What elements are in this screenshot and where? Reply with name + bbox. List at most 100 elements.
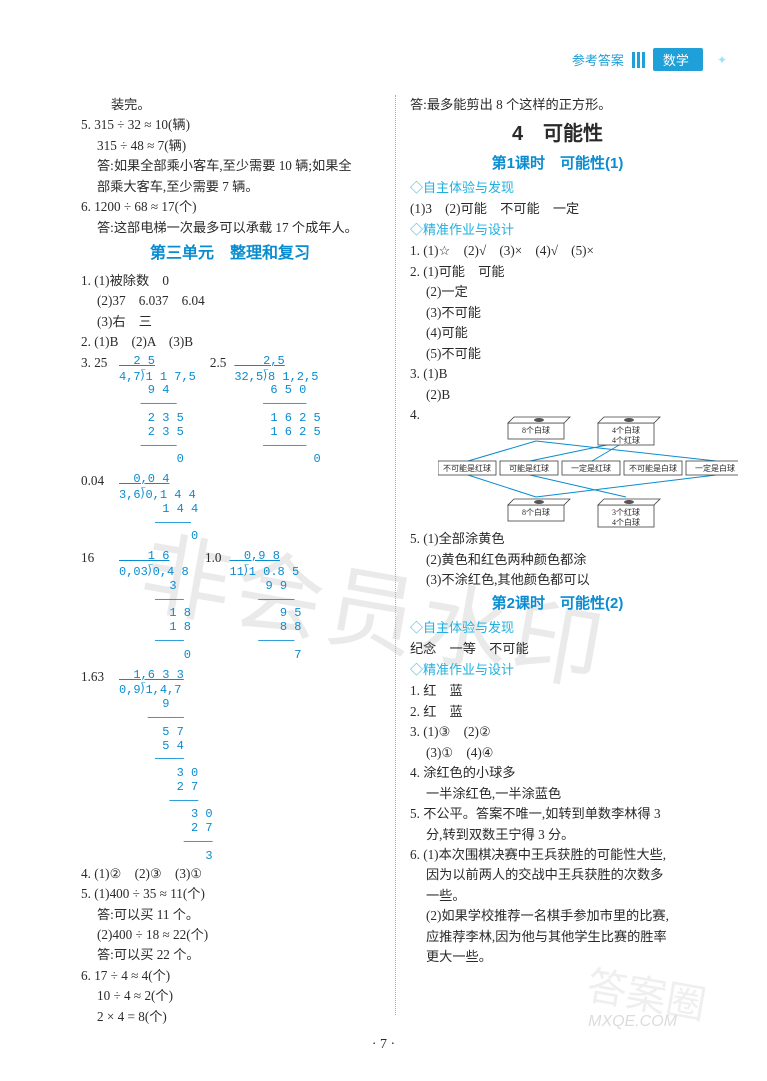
l1-disc: (1)3 (2)可能 不可能 一定 <box>410 199 705 219</box>
lesson2-heading: 第2课时 可能性(2) <box>410 592 705 615</box>
l2-q3b: (3)① (4)④ <box>410 743 705 763</box>
l1-q4-label: 4. <box>410 405 420 425</box>
u3-q4: 4. (1)② (2)③ (3)① <box>81 864 379 884</box>
l2-disc: 纪念 一等 不可能 <box>410 639 705 659</box>
page-header: 参考答案 数学 ✦ <box>572 48 727 71</box>
ld4-quot: 1 6 <box>119 550 191 564</box>
l2-q6a: 6. (1)本次围棋决赛中王兵获胜的可能性大些, <box>410 845 705 865</box>
header-plus-icon: ✦ <box>717 53 727 67</box>
l1-q3a: 3. (1)B <box>410 364 705 384</box>
l1-q4-row: 4. 8个白球4个白球4个红球不可能是红球可能是红球一定是红球不可能是白球一定是… <box>410 405 705 529</box>
q5-line4: 部乘大客车,至少需要 7 辆。 <box>81 177 379 197</box>
l2-q2: 2. 红 蓝 <box>410 702 705 722</box>
ld6-quot: 1,6 3 3 <box>119 669 213 683</box>
svg-text:可能是红球: 可能是红球 <box>509 463 549 473</box>
l2-q6e: 应推荐李林,因为他与其他学生比赛的胜率 <box>410 927 705 947</box>
ld6-body: 0,9⟌1,4,7 9 ───── 5 7 5 4 ──── 3 0 2 7 ─… <box>119 684 213 863</box>
longdiv-2: 2,5 32,5⟌8 1,2,5 6 5 0 ────── 1 6 2 5 1 … <box>234 353 320 467</box>
longdiv-1: 2 5 4,7⟌1 1 7,5 9 4 ───── 2 3 5 2 3 5 ──… <box>119 353 196 467</box>
label-discover-1: ◇自主体验与发现 <box>410 178 705 198</box>
cont-line: 装完。 <box>81 95 379 115</box>
u3-q1c: (3)右 三 <box>81 312 379 332</box>
l2-q6b: 因为以前两人的交战中王兵获胜的次数多 <box>410 865 705 885</box>
q6-line1: 6. 1200 ÷ 68 ≈ 17(个) <box>81 197 379 217</box>
chapter4-heading: 4 可能性 <box>410 119 705 150</box>
svg-text:8个白球: 8个白球 <box>522 425 550 435</box>
q5-line1: 5. 315 ÷ 32 ≈ 10(辆) <box>81 115 379 135</box>
ld1-body: 4,7⟌1 1 7,5 9 4 ───── 2 3 5 2 3 5 ───── … <box>119 371 196 468</box>
l2-q5b: 分,转到双数王宁得 3 分。 <box>410 825 705 845</box>
l1-q5b: (2)黄色和红色两种颜色都涂 <box>410 550 705 570</box>
svg-text:3个红球: 3个红球 <box>612 507 640 517</box>
q6-line2: 答:这部电梯一次最多可以承载 17 个成年人。 <box>81 218 379 238</box>
l2-q5a: 5. 不公平。答案不唯一,如转到单数李林得 3 <box>410 804 705 824</box>
u3-q1b: (2)37 6.03͘7 6.04 <box>81 291 379 311</box>
u3-q5b: 答:可以买 11 个。 <box>81 905 379 925</box>
u3-q3-row3: 16 1 6 0,03⟌0,4 8 3 ──── 1 8 1 8 ──── 0 … <box>81 548 379 662</box>
l1-q2b: (2)一定 <box>410 282 705 302</box>
ld3-quot: 0,0 4 <box>119 473 198 487</box>
u3-q5c: (2)400 ÷ 18 ≈ 22(个) <box>81 925 379 945</box>
u3-q3-row2: 0.04 0,0 4 3,6⟌0,1 4 4 1 4 4 ───── 0 <box>81 471 379 544</box>
q3b-prefix: 0.04 <box>81 471 119 491</box>
longdiv-4: 1 6 0,03⟌0,4 8 3 ──── 1 8 1 8 ──── 0 <box>119 548 191 662</box>
probability-diagram: 8个白球4个白球4个红球不可能是红球可能是红球一定是红球不可能是白球一定是白球8… <box>438 409 738 529</box>
q5-line3: 答:如果全部乘小客车,至少需要 10 辆;如果全 <box>81 156 379 176</box>
q3-mid: 2.5 <box>210 353 226 373</box>
q3d-prefix: 1.63 <box>81 667 119 687</box>
header-ref: 参考答案 <box>572 50 624 69</box>
l1-q5c: (3)不涂红色,其他颜色都可以 <box>410 570 705 590</box>
page-number: · 7 · <box>0 1037 767 1053</box>
ld5-quot: 0,9 8 <box>230 550 302 564</box>
label-discover-2: ◇自主体验与发现 <box>410 618 705 638</box>
u3-q5a: 5. (1)400 ÷ 35 ≈ 11(个) <box>81 884 379 904</box>
l2-q6c: 一些。 <box>410 886 705 906</box>
svg-text:一定是红球: 一定是红球 <box>571 463 611 473</box>
l1-q2d: (4)可能 <box>410 323 705 343</box>
watermark-url: MXQE.COM <box>588 1013 677 1031</box>
ld3-body: 3,6⟌0,1 4 4 1 4 4 ───── 0 <box>119 489 198 544</box>
l2-q6d: (2)如果学校推荐一名棋手参加市里的比赛, <box>410 906 705 926</box>
l2-q3a: 3. (1)③ (2)② <box>410 722 705 742</box>
u3-q1a: 1. (1)被除数 0 <box>81 271 379 291</box>
u3-q3-row4: 1.63 1,6 3 3 0,9⟌1,4,7 9 ───── 5 7 5 4 ─… <box>81 667 379 864</box>
longdiv-5: 0,9 8 11⟌1 0.8 5 9 9 ───── 9 5 8 8 ─────… <box>230 548 302 662</box>
svg-text:一定是白球: 一定是白球 <box>695 463 735 473</box>
ld2-body: 32,5⟌8 1,2,5 6 5 0 ────── 1 6 2 5 1 6 2 … <box>234 371 320 468</box>
l1-q2e: (5)不可能 <box>410 344 705 364</box>
unit3-heading: 第三单元 整理和复习 <box>81 242 379 267</box>
u3-q6a: 6. 17 ÷ 4 ≈ 4(个) <box>81 966 379 986</box>
header-subject: 数学 <box>653 48 703 71</box>
u3-q2: 2. (1)B (2)A (3)B <box>81 332 379 352</box>
lesson1-heading: 第1课时 可能性(1) <box>410 152 705 175</box>
u3-q3-row1: 3. 25 2 5 4,7⟌1 1 7,5 9 4 ───── 2 3 5 2 … <box>81 353 379 467</box>
l2-q4a: 4. 涂红色的小球多 <box>410 763 705 783</box>
q5-line2: 315 ÷ 48 ≈ 7(辆) <box>81 136 379 156</box>
l1-q1: 1. (1)☆ (2)√ (3)× (4)√ (5)× <box>410 241 705 261</box>
ld4-body: 0,03⟌0,4 8 3 ──── 1 8 1 8 ──── 0 <box>119 566 191 663</box>
label-work-2: ◇精准作业与设计 <box>410 660 705 680</box>
svg-text:4个红球: 4个红球 <box>612 435 640 445</box>
content-columns: 装完。 5. 315 ÷ 32 ≈ 10(辆) 315 ÷ 48 ≈ 7(辆) … <box>75 95 715 1015</box>
l1-q2a: 2. (1)可能 可能 <box>410 262 705 282</box>
right-column: 答:最多能剪出 8 个这样的正方形。 4 可能性 第1课时 可能性(1) ◇自主… <box>395 95 715 1015</box>
svg-text:不可能是红球: 不可能是红球 <box>443 463 491 473</box>
q3c-prefix: 16 <box>81 548 119 568</box>
header-bars <box>632 52 645 68</box>
r-top: 答:最多能剪出 8 个这样的正方形。 <box>410 95 705 115</box>
l1-q2c: (3)不可能 <box>410 303 705 323</box>
svg-text:8个白球: 8个白球 <box>522 507 550 517</box>
ld2-quot: 2,5 <box>234 355 320 369</box>
svg-text:4个白球: 4个白球 <box>612 425 640 435</box>
longdiv-6: 1,6 3 3 0,9⟌1,4,7 9 ───── 5 7 5 4 ──── 3… <box>119 667 213 864</box>
ld5-body: 11⟌1 0.8 5 9 9 ───── 9 5 8 8 ───── 7 <box>230 566 302 663</box>
u3-q6b: 10 ÷ 4 ≈ 2(个) <box>81 986 379 1006</box>
l2-q1: 1. 红 蓝 <box>410 681 705 701</box>
svg-text:不可能是白球: 不可能是白球 <box>629 463 677 473</box>
label-work-1: ◇精准作业与设计 <box>410 220 705 240</box>
ld1-quot: 2 5 <box>119 355 196 369</box>
longdiv-3: 0,0 4 3,6⟌0,1 4 4 1 4 4 ───── 0 <box>119 471 198 544</box>
l1-q3b: (2)B <box>410 385 705 405</box>
svg-text:4个白球: 4个白球 <box>612 517 640 527</box>
left-column: 装完。 5. 315 ÷ 32 ≈ 10(辆) 315 ÷ 48 ≈ 7(辆) … <box>75 95 395 1015</box>
